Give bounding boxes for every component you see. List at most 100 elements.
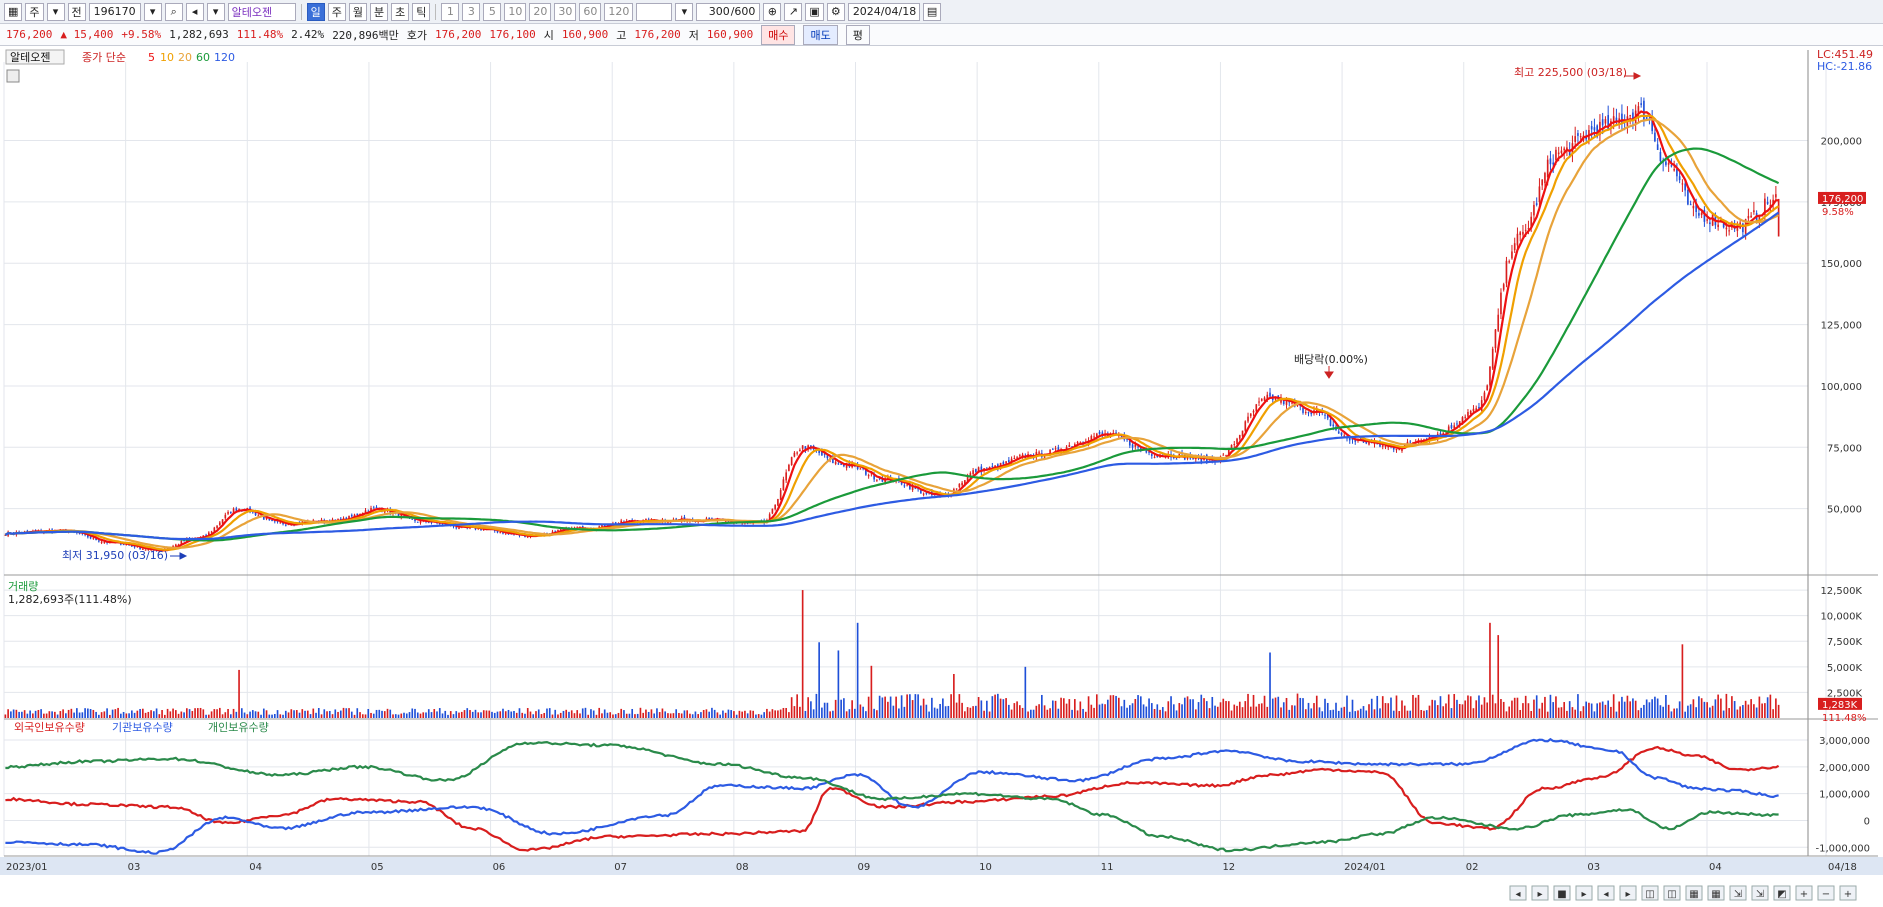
volume-bar xyxy=(774,710,776,718)
scroll-controls[interactable]: ◂ ▸ ■ ▸ ◂ ▸ ◫ ◫ ▦ ▦ ⇲ ⇲ ◩ + − + xyxy=(1509,885,1857,901)
stock-name-field[interactable]: 알테오젠 xyxy=(227,2,296,21)
volume-bar xyxy=(592,710,595,718)
volume-bar xyxy=(1480,704,1483,718)
speaker-icon[interactable]: ◂ xyxy=(185,2,204,21)
volume-bar xyxy=(361,714,364,718)
candle-body xyxy=(142,548,144,550)
minute-120-button[interactable]: 120 xyxy=(604,2,634,21)
scroll-button[interactable] xyxy=(1817,885,1835,901)
custom-period-input[interactable] xyxy=(636,2,673,21)
save-icon[interactable]: ▣ xyxy=(805,2,824,21)
search-icon[interactable]: ⌕ xyxy=(164,2,183,21)
sell-button[interactable]: 매도 xyxy=(803,24,838,45)
tab-second[interactable]: 초 xyxy=(391,2,410,21)
volume-bar xyxy=(752,710,754,718)
table-icon[interactable] xyxy=(6,69,20,83)
tab-week[interactable]: 주 xyxy=(327,2,346,21)
volume-bar xyxy=(782,707,785,718)
chart-area[interactable]: 200,000175,000150,000125,000100,00075,00… xyxy=(0,46,1883,904)
volume-bar xyxy=(623,710,625,718)
scroll-button[interactable] xyxy=(1553,885,1571,901)
candle-body xyxy=(1337,431,1340,434)
candle-body xyxy=(1222,454,1225,456)
tab-tick[interactable]: 틱 xyxy=(412,2,431,21)
chevron-down-icon[interactable]: ▾ xyxy=(46,2,65,21)
tab-day[interactable]: 일 xyxy=(306,2,325,21)
candle-body xyxy=(1225,455,1227,457)
volume-bar xyxy=(1073,699,1076,718)
candle-body xyxy=(796,452,798,454)
scroll-button[interactable] xyxy=(1729,885,1747,901)
scroll-button[interactable] xyxy=(1663,885,1681,901)
candle-body xyxy=(1153,456,1156,458)
candle-body xyxy=(1230,444,1233,449)
minute-10-button[interactable]: 10 xyxy=(504,2,527,21)
volume-bar xyxy=(653,713,656,718)
scroll-button[interactable] xyxy=(1575,885,1593,901)
scroll-button[interactable] xyxy=(1773,885,1791,901)
scroll-button[interactable] xyxy=(1707,885,1725,901)
scroll-button[interactable] xyxy=(1619,885,1637,901)
gear-icon[interactable]: ⚙ xyxy=(826,2,845,21)
trend-icon[interactable]: ↗ xyxy=(784,2,803,21)
volume-bar xyxy=(1104,704,1106,718)
stock-code-input[interactable]: 196170 xyxy=(88,2,141,21)
scroll-button[interactable] xyxy=(1597,885,1615,901)
previous-stock-button[interactable]: 전 xyxy=(67,2,86,21)
volume-bar xyxy=(889,696,892,718)
minute-3-button[interactable]: 3 xyxy=(462,2,481,21)
candle-body xyxy=(1709,222,1711,225)
minute-20-button[interactable]: 20 xyxy=(529,2,552,21)
candle-body xyxy=(834,461,837,464)
scroll-button[interactable] xyxy=(1751,885,1769,901)
layout-icon[interactable]: ▦ xyxy=(4,2,23,21)
scroll-icon: ▦ xyxy=(1711,889,1720,900)
tab-minute[interactable]: 분 xyxy=(370,2,389,21)
volume-bar xyxy=(1654,696,1656,718)
volume-bar xyxy=(383,711,386,718)
volume-bar xyxy=(1351,699,1354,718)
volume-bar xyxy=(48,711,51,718)
mode-select[interactable]: 주 xyxy=(25,2,44,21)
minute-60-button[interactable]: 60 xyxy=(579,2,602,21)
volume-bar xyxy=(515,712,518,718)
volume-bar xyxy=(1189,699,1192,718)
buy-button[interactable]: 매수 xyxy=(761,24,796,45)
scroll-button[interactable] xyxy=(1839,885,1857,901)
volume-bar xyxy=(1216,706,1219,718)
volume-bar xyxy=(1024,666,1027,718)
scroll-button[interactable] xyxy=(1509,885,1527,901)
data-count-input[interactable]: 300/600 xyxy=(696,2,761,21)
volume-bar xyxy=(1758,696,1761,718)
candle-body xyxy=(1450,425,1453,429)
price-chart-svg[interactable]: 200,000175,000150,000125,000100,00075,00… xyxy=(0,46,1883,904)
scroll-button[interactable] xyxy=(1531,885,1549,901)
volume-bar xyxy=(548,708,551,718)
zoom-icon[interactable]: ⊕ xyxy=(763,2,782,21)
scroll-button[interactable] xyxy=(1795,885,1813,901)
calendar-icon[interactable]: ▤ xyxy=(922,2,942,21)
chevron-down-icon[interactable]: ▾ xyxy=(206,2,225,21)
volume-bar xyxy=(18,711,20,718)
volume-bar xyxy=(392,714,394,718)
candle-body xyxy=(1016,457,1018,459)
tab-month[interactable]: 월 xyxy=(348,2,368,21)
volume-bar xyxy=(10,711,12,718)
volume-bar xyxy=(746,713,749,718)
scroll-button[interactable] xyxy=(1641,885,1659,901)
minute-5-button[interactable]: 5 xyxy=(483,2,502,21)
volume-bar xyxy=(458,712,460,718)
scroll-icon: ◫ xyxy=(1645,889,1654,900)
volume-bar xyxy=(224,712,227,718)
minute-1-button[interactable]: 1 xyxy=(441,2,460,21)
chevron-down-icon[interactable]: ▾ xyxy=(143,2,162,21)
scroll-button[interactable] xyxy=(1685,885,1703,901)
eval-button[interactable]: 평 xyxy=(845,24,870,45)
volume-bar xyxy=(870,665,873,718)
volume-bar xyxy=(1115,695,1117,718)
minute-30-button[interactable]: 30 xyxy=(554,2,577,21)
volume-bar xyxy=(172,708,174,718)
date-input[interactable]: 2024/04/18 xyxy=(847,2,920,21)
chevron-down-icon[interactable]: ▾ xyxy=(675,2,694,21)
candle-body xyxy=(1483,392,1486,401)
